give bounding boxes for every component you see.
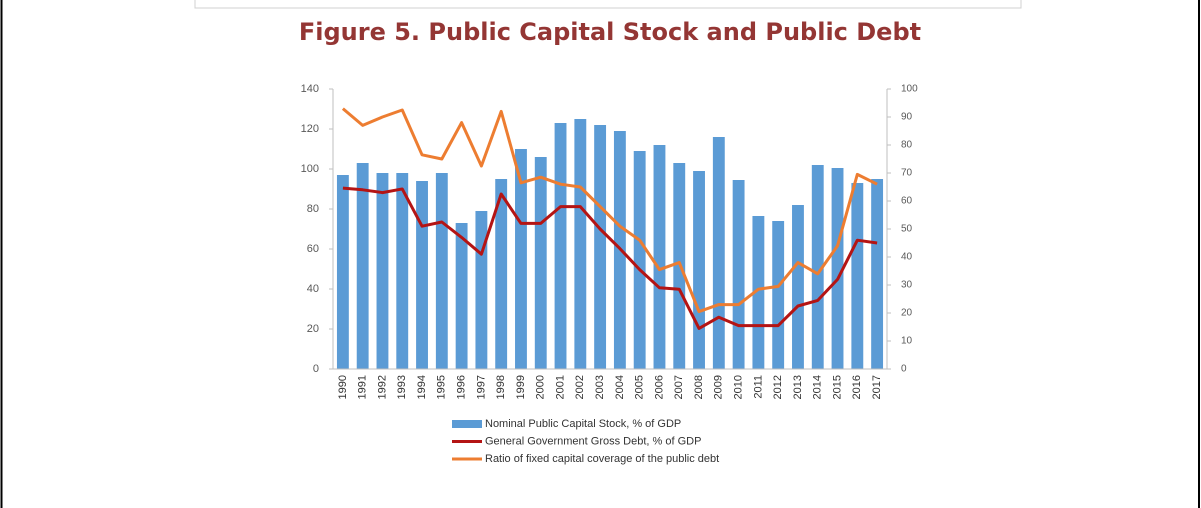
x-tick-label: 1991 xyxy=(357,375,369,399)
x-tick-label: 2006 xyxy=(653,375,665,399)
x-tick-label: 2007 xyxy=(673,375,685,399)
bar xyxy=(475,211,488,369)
x-tick-label: 2013 xyxy=(792,375,804,399)
bar xyxy=(574,119,587,369)
y2-tick-label: 70 xyxy=(901,168,913,179)
x-tick-label: 1999 xyxy=(515,375,527,399)
bar xyxy=(653,145,666,369)
x-tick-label: 2004 xyxy=(614,375,626,399)
x-tick-label: 2003 xyxy=(594,375,606,399)
y2-tick-label: 50 xyxy=(901,224,913,235)
y2-tick-label: 40 xyxy=(901,252,913,263)
bar xyxy=(752,216,765,369)
bar xyxy=(732,180,745,369)
y-tick-label: 120 xyxy=(301,123,319,135)
x-tick-label: 1993 xyxy=(396,375,408,399)
y-tick-label: 100 xyxy=(301,163,319,175)
x-tick-label: 2001 xyxy=(554,375,566,399)
bar xyxy=(633,151,646,369)
x-tick-label: 2016 xyxy=(851,375,863,399)
x-tick-label: 2017 xyxy=(871,375,883,399)
y2-tick-label: 30 xyxy=(901,280,913,291)
x-tick-label: 2002 xyxy=(574,375,586,399)
bar xyxy=(594,125,607,369)
bar xyxy=(356,163,369,369)
x-tick-label: 2012 xyxy=(772,375,784,399)
bar xyxy=(831,168,844,369)
bar xyxy=(693,171,705,369)
bar xyxy=(336,175,349,369)
bar xyxy=(851,183,864,369)
line xyxy=(342,186,878,330)
x-tick-label: 2011 xyxy=(752,375,764,399)
x-tick-label: 1996 xyxy=(456,375,468,399)
x-tick-label: 2005 xyxy=(634,375,646,399)
y2-tick-label: 80 xyxy=(901,140,913,151)
y2-tick-label: 90 xyxy=(901,112,913,123)
legend-swatch xyxy=(452,420,482,428)
y-tick-label: 20 xyxy=(307,323,319,335)
y2-tick-label: 0 xyxy=(901,364,907,375)
y-tick-label: 80 xyxy=(307,203,319,215)
x-tick-label: 2010 xyxy=(733,375,745,399)
legend-label: General Government Gross Debt, % of GDP xyxy=(485,435,701,447)
bar xyxy=(534,157,547,369)
bar xyxy=(772,221,785,369)
x-tick-label: 1994 xyxy=(416,375,428,399)
y2-tick-label: 100 xyxy=(901,84,918,95)
x-tick-label: 1990 xyxy=(337,375,349,399)
y2-tick-label: 60 xyxy=(901,196,913,207)
x-tick-label: 2008 xyxy=(693,375,705,399)
y-tick-label: 0 xyxy=(313,363,319,375)
x-tick-label: 2014 xyxy=(812,375,824,399)
x-tick-label: 2009 xyxy=(713,375,725,399)
y-tick-label: 140 xyxy=(301,83,319,95)
bar xyxy=(435,173,448,369)
bar xyxy=(495,179,508,369)
x-tick-label: 1995 xyxy=(436,375,448,399)
y2-tick-label: 20 xyxy=(901,308,913,319)
line xyxy=(341,107,878,314)
x-tick-label: 2015 xyxy=(831,375,843,399)
x-tick-label: 2000 xyxy=(535,375,547,399)
x-tick-label: 1998 xyxy=(495,375,507,399)
chart-title: Figure 5. Public Capital Stock and Publi… xyxy=(299,18,921,46)
bar xyxy=(792,205,804,369)
bar xyxy=(416,181,428,369)
bar xyxy=(554,123,567,369)
y-tick-label: 40 xyxy=(307,283,319,295)
y2-tick-label: 10 xyxy=(901,336,913,347)
legend-label: Nominal Public Capital Stock, % of GDP xyxy=(485,418,681,430)
x-tick-label: 1992 xyxy=(376,375,388,399)
top-box xyxy=(194,0,1022,9)
bar xyxy=(455,223,468,369)
bar xyxy=(871,179,884,369)
bar xyxy=(712,137,725,369)
legend-label: Ratio of fixed capital coverage of the p… xyxy=(485,453,719,465)
x-tick-label: 1997 xyxy=(475,375,487,399)
bar xyxy=(376,173,389,369)
bar xyxy=(515,149,527,369)
y-tick-label: 60 xyxy=(307,243,319,255)
bar xyxy=(396,173,409,369)
bar xyxy=(811,165,824,369)
